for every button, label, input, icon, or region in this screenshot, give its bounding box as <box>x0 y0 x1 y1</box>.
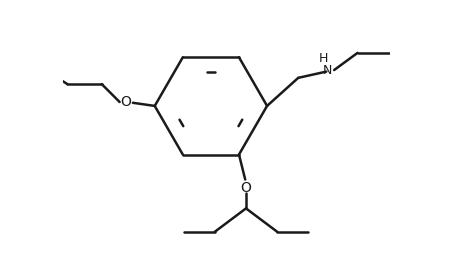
Text: O: O <box>241 181 251 195</box>
Text: O: O <box>120 95 131 109</box>
Text: N: N <box>323 64 333 77</box>
Text: H: H <box>318 52 328 65</box>
